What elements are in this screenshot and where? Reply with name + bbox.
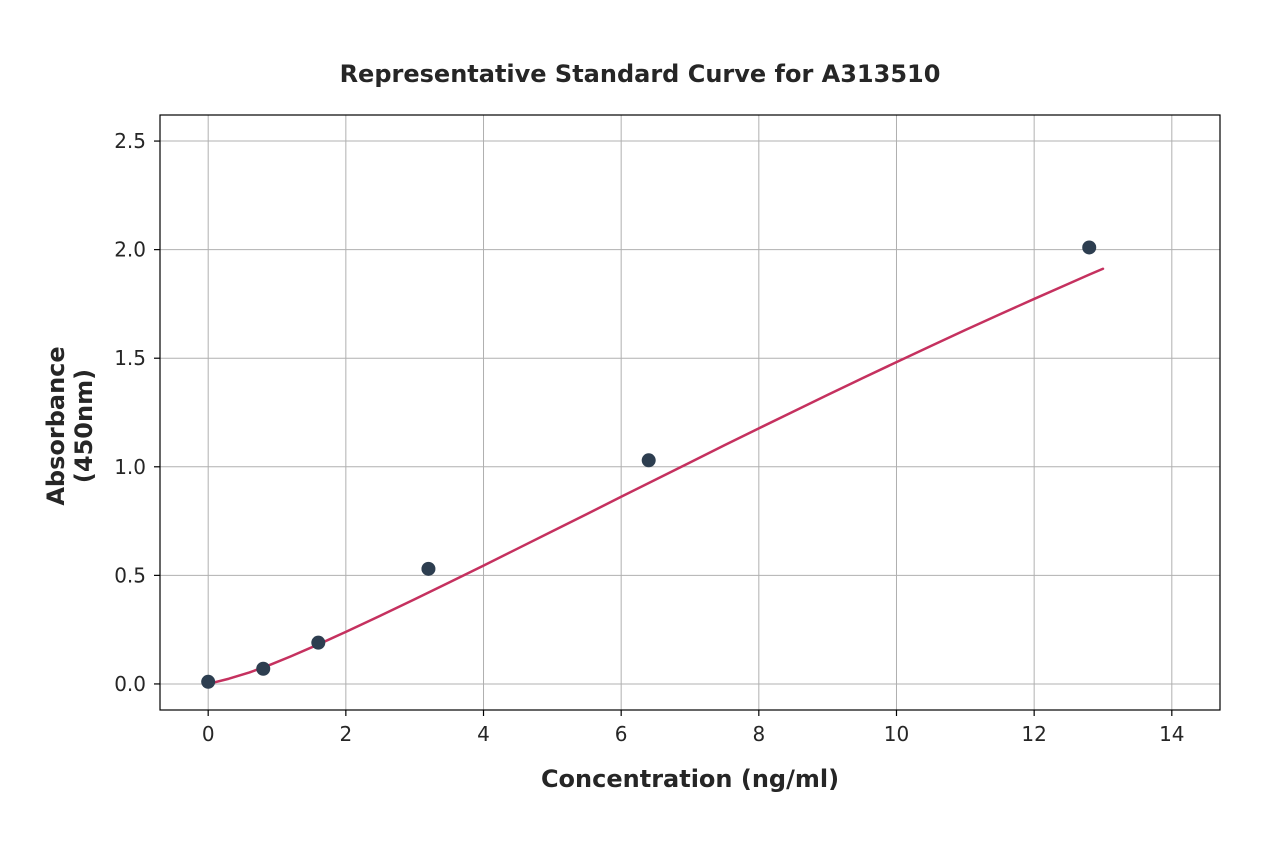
y-tick-label: 2.5	[114, 129, 146, 153]
curve-line	[208, 269, 1103, 684]
x-tick-label: 14	[1159, 722, 1184, 746]
scatter-point	[421, 562, 435, 576]
x-tick-label: 8	[752, 722, 765, 746]
y-tick-label: 1.5	[114, 346, 146, 370]
x-tick-label: 4	[477, 722, 490, 746]
chart-svg: 0 2 4 6 8 10 12 14 0.0 0.5 1.0 1.5 2.0 2.5	[0, 0, 1280, 845]
y-tick-label: 0.0	[114, 672, 146, 696]
x-tick-label: 10	[884, 722, 909, 746]
x-tick-label: 12	[1021, 722, 1046, 746]
plot-border	[160, 115, 1220, 710]
x-tick-label: 6	[615, 722, 628, 746]
y-tick-label: 1.0	[114, 455, 146, 479]
scatter-point	[256, 662, 270, 676]
x-tick-label: 2	[339, 722, 352, 746]
y-tick-label: 2.0	[114, 238, 146, 262]
chart-container: Representative Standard Curve for A31351…	[0, 0, 1280, 845]
scatter-point	[311, 636, 325, 650]
scatter-point	[1082, 240, 1096, 254]
scatter-point	[642, 453, 656, 467]
y-tick-label: 0.5	[114, 563, 146, 587]
x-tick-label: 0	[202, 722, 215, 746]
scatter-point	[201, 675, 215, 689]
